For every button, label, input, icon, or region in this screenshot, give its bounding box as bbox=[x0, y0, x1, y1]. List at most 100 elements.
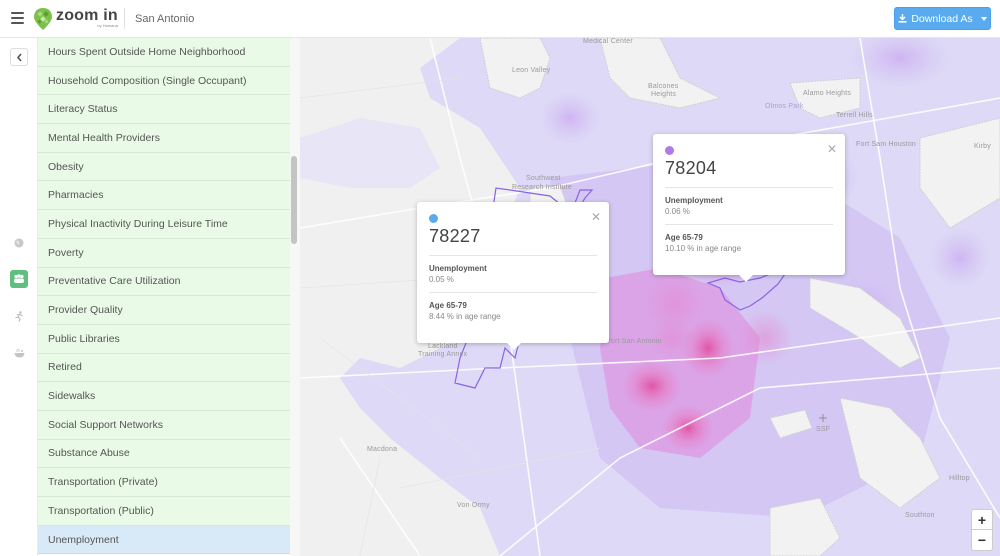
list-item-physical-inactivity[interactable]: Physical Inactivity During Leisure Time bbox=[38, 210, 290, 239]
zip-code: 78227 bbox=[429, 226, 481, 246]
map-label: Medical Center bbox=[583, 38, 633, 45]
list-item-label: Pharmacies bbox=[48, 189, 104, 202]
app-header: zoom in by Humana San Antonio Download A… bbox=[0, 0, 1000, 38]
zip-code: 78204 bbox=[665, 158, 717, 178]
list-item-social-support[interactable]: Social Support Networks bbox=[38, 410, 290, 440]
people-icon bbox=[14, 274, 24, 283]
map-label: Macdona bbox=[367, 446, 398, 453]
popup-divider bbox=[665, 224, 833, 225]
list-item-poverty[interactable]: Poverty bbox=[38, 238, 290, 268]
list-scrollbar-thumb[interactable] bbox=[291, 156, 297, 244]
close-icon[interactable]: ✕ bbox=[590, 210, 601, 224]
list-item-label: Poverty bbox=[48, 246, 84, 259]
age-label: Age 65-79 bbox=[429, 301, 467, 310]
list-item-label: Mental Health Providers bbox=[48, 131, 161, 144]
list-item-literacy-status[interactable]: Literacy Status bbox=[38, 95, 290, 125]
zoom-out-button[interactable]: − bbox=[977, 532, 987, 548]
age-label: Age 65-79 bbox=[665, 233, 703, 242]
list-scrollbar-track[interactable] bbox=[290, 38, 300, 556]
list-item-public-libraries[interactable]: Public Libraries bbox=[38, 324, 290, 354]
chevron-left-icon bbox=[16, 52, 22, 62]
collapse-panel-button[interactable] bbox=[10, 48, 28, 66]
list-item-hours-outside[interactable]: Hours Spent Outside Home Neighborhood bbox=[38, 38, 290, 67]
rail-globe[interactable] bbox=[10, 234, 28, 252]
download-icon bbox=[898, 14, 907, 23]
heatmap-map[interactable]: Medical Center Leon Valley Balcones Heig… bbox=[300, 38, 1000, 556]
zip-color-dot bbox=[665, 146, 674, 155]
map-label: Olmos Park bbox=[765, 103, 804, 110]
globe-icon bbox=[14, 238, 24, 248]
popup-divider bbox=[429, 255, 597, 256]
city-name: San Antonio bbox=[135, 13, 195, 25]
list-item-label: Transportation (Public) bbox=[48, 504, 154, 517]
metric-label: Unemployment bbox=[429, 264, 487, 273]
hamburger-menu-icon[interactable] bbox=[11, 12, 24, 24]
rail-food[interactable] bbox=[10, 344, 28, 362]
list-item-label: Obesity bbox=[48, 160, 84, 173]
rail-people[interactable] bbox=[10, 270, 28, 288]
map-zoom-control: + − bbox=[971, 509, 993, 551]
metric-list-panel: Hours Spent Outside Home Neighborhood Ho… bbox=[38, 38, 300, 556]
metric-list: Hours Spent Outside Home Neighborhood Ho… bbox=[38, 38, 290, 555]
list-item-label: Provider Quality bbox=[48, 304, 123, 317]
zoom-in-button[interactable]: + bbox=[972, 510, 992, 530]
list-item-pharmacies[interactable]: Pharmacies bbox=[38, 181, 290, 211]
list-item-label: Transportation (Private) bbox=[48, 476, 158, 489]
list-item-substance-abuse[interactable]: Substance Abuse bbox=[38, 439, 290, 469]
age-value: 10.10 % in age range bbox=[665, 244, 742, 253]
header-divider bbox=[124, 8, 125, 29]
map-label: Heights bbox=[651, 91, 677, 98]
popup-divider bbox=[429, 292, 597, 293]
list-item-transportation-public[interactable]: Transportation (Public) bbox=[38, 497, 290, 526]
download-as-button[interactable]: Download As bbox=[894, 7, 991, 30]
list-item-unemployment[interactable]: Unemployment bbox=[38, 525, 290, 555]
map-label: SSF bbox=[816, 426, 831, 433]
map-label: Fort Sam Houston bbox=[856, 141, 916, 148]
map-label: Terrell Hills bbox=[836, 112, 873, 119]
list-item-label: Public Libraries bbox=[48, 332, 120, 345]
running-person-icon bbox=[15, 310, 23, 322]
list-item-household-composition[interactable]: Household Composition (Single Occupant) bbox=[38, 66, 290, 96]
metric-label: Unemployment bbox=[665, 196, 723, 205]
map-label: Southwest bbox=[526, 175, 561, 182]
list-item-obesity[interactable]: Obesity bbox=[38, 152, 290, 182]
map-label: Training Annex bbox=[418, 351, 468, 358]
zip-popup-78227: ✕ 78227 Unemployment 0.05 % Age 65-79 8.… bbox=[417, 202, 609, 350]
list-item-preventative-care[interactable]: Preventative Care Utilization bbox=[38, 267, 290, 297]
list-item-label: Physical Inactivity During Leisure Time bbox=[48, 217, 228, 230]
map-label: Port San Antonio bbox=[606, 338, 662, 345]
list-item-provider-quality[interactable]: Provider Quality bbox=[38, 296, 290, 325]
app-logo[interactable]: zoom in by Humana bbox=[34, 8, 118, 30]
map-label: Lackland bbox=[428, 343, 458, 350]
list-item-sidewalks[interactable]: Sidewalks bbox=[38, 382, 290, 411]
list-item-label: Household Composition (Single Occupant) bbox=[48, 74, 247, 87]
list-item-label: Social Support Networks bbox=[48, 418, 163, 431]
logo-text: zoom in bbox=[56, 7, 118, 24]
list-item-label: Retired bbox=[48, 361, 82, 374]
download-label: Download As bbox=[911, 12, 973, 25]
caret-down-icon bbox=[980, 16, 987, 21]
map-label: Von Ormy bbox=[457, 502, 490, 509]
list-item-label: Preventative Care Utilization bbox=[48, 275, 181, 288]
map-label: Alamo Heights bbox=[803, 90, 852, 97]
list-item-label: Literacy Status bbox=[48, 103, 118, 116]
age-value: 8.44 % in age range bbox=[429, 312, 501, 321]
list-item-label: Unemployment bbox=[48, 533, 119, 546]
list-item-label: Sidewalks bbox=[48, 390, 96, 403]
metric-value: 0.05 % bbox=[429, 275, 454, 284]
rail-activity[interactable] bbox=[10, 307, 28, 325]
map-canvas bbox=[300, 38, 1000, 556]
list-item-mental-health-providers[interactable]: Mental Health Providers bbox=[38, 124, 290, 153]
map-label: Research Institute bbox=[512, 184, 573, 191]
map-label: Leon Valley bbox=[512, 67, 551, 74]
logo-pin-icon bbox=[34, 8, 52, 30]
metric-value: 0.06 % bbox=[665, 207, 690, 216]
map-label: Kirby bbox=[974, 143, 991, 150]
close-icon[interactable]: ✕ bbox=[826, 142, 837, 156]
popup-divider bbox=[665, 187, 833, 188]
list-item-label: Hours Spent Outside Home Neighborhood bbox=[48, 45, 246, 58]
list-item-transportation-private[interactable]: Transportation (Private) bbox=[38, 468, 290, 497]
map-label: Hilltop bbox=[949, 475, 970, 482]
map-label: Southton bbox=[905, 512, 935, 519]
list-item-retired[interactable]: Retired bbox=[38, 353, 290, 383]
